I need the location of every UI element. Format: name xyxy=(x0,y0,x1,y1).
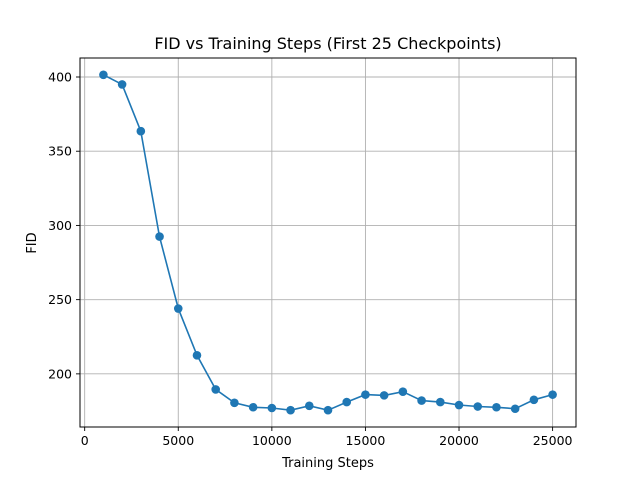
y-tick-label: 300 xyxy=(48,218,72,233)
data-point xyxy=(379,391,389,400)
x-tick-label: 0 xyxy=(81,433,89,448)
data-point xyxy=(473,402,483,411)
data-point xyxy=(211,385,220,394)
data-point xyxy=(548,390,557,399)
plot-frame xyxy=(79,57,577,428)
data-point xyxy=(492,402,501,412)
x-axis-label: Training Steps xyxy=(281,456,374,471)
y-tick-label: 400 xyxy=(48,69,72,84)
data-point xyxy=(342,397,352,407)
x-tick-label: 5000 xyxy=(162,433,194,448)
data-point xyxy=(286,405,295,415)
data-point xyxy=(454,400,464,410)
data-point xyxy=(304,401,314,411)
x-tick-label: 25000 xyxy=(533,433,573,448)
data-point xyxy=(267,403,277,413)
data-point xyxy=(398,387,408,396)
x-tick-label: 15000 xyxy=(346,433,386,448)
data-point xyxy=(173,304,183,313)
data-point xyxy=(192,351,202,360)
data-point xyxy=(230,398,239,408)
data-point xyxy=(417,396,426,405)
data-point xyxy=(99,70,108,80)
x-tick-label: 10000 xyxy=(252,433,292,448)
data-point xyxy=(361,390,370,399)
data-point xyxy=(510,404,520,414)
data-point xyxy=(248,402,258,412)
series-fid xyxy=(99,70,557,415)
data-point xyxy=(155,232,164,241)
y-tick-label: 200 xyxy=(48,366,72,381)
data-point xyxy=(323,405,333,415)
y-tick-label: 350 xyxy=(48,144,72,159)
data-point xyxy=(529,395,539,405)
data-point xyxy=(436,397,445,407)
x-tick-label: 20000 xyxy=(439,433,479,448)
y-axis-label: FID xyxy=(25,232,40,253)
y-tick-label: 250 xyxy=(48,292,72,307)
axis-ticks: 0 5000 10000 15000 20000 25000 200 250 300 350 400 xyxy=(48,69,572,448)
grid-lines xyxy=(80,58,576,427)
data-point xyxy=(117,80,127,89)
chart-title: FID vs Training Steps (First 25 Checkpoi… xyxy=(154,34,501,53)
data-point xyxy=(136,126,146,136)
